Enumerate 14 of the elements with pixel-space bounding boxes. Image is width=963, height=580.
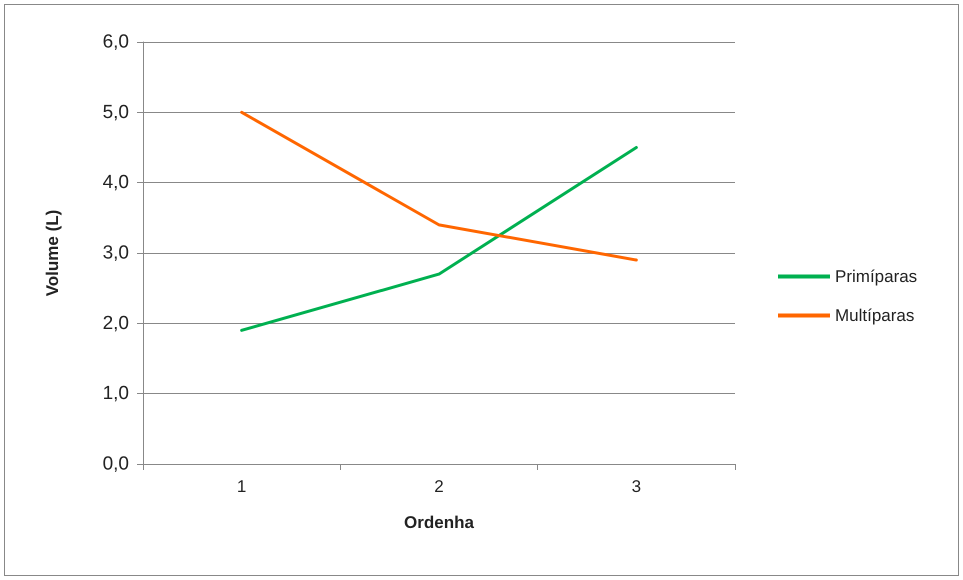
y-tick-label: 3,0 bbox=[102, 242, 129, 264]
y-tick-label: 1,0 bbox=[102, 383, 129, 404]
x-tick-label: 3 bbox=[632, 477, 642, 496]
legend-label: Primíparas bbox=[835, 267, 918, 286]
y-axis-title: Volume (L) bbox=[43, 210, 62, 296]
y-tick-label: 2,0 bbox=[102, 312, 129, 334]
y-tick-label: 4,0 bbox=[102, 172, 129, 194]
y-tick-label: 5,0 bbox=[102, 102, 129, 123]
y-tick-label: 6,0 bbox=[102, 32, 129, 52]
x-tick-label: 1 bbox=[236, 477, 246, 496]
legend-label: Multíparas bbox=[835, 306, 914, 325]
x-tick-label: 2 bbox=[434, 477, 444, 496]
y-tick-label: 0,0 bbox=[102, 454, 129, 474]
x-axis-title: Ordenha bbox=[404, 513, 474, 532]
